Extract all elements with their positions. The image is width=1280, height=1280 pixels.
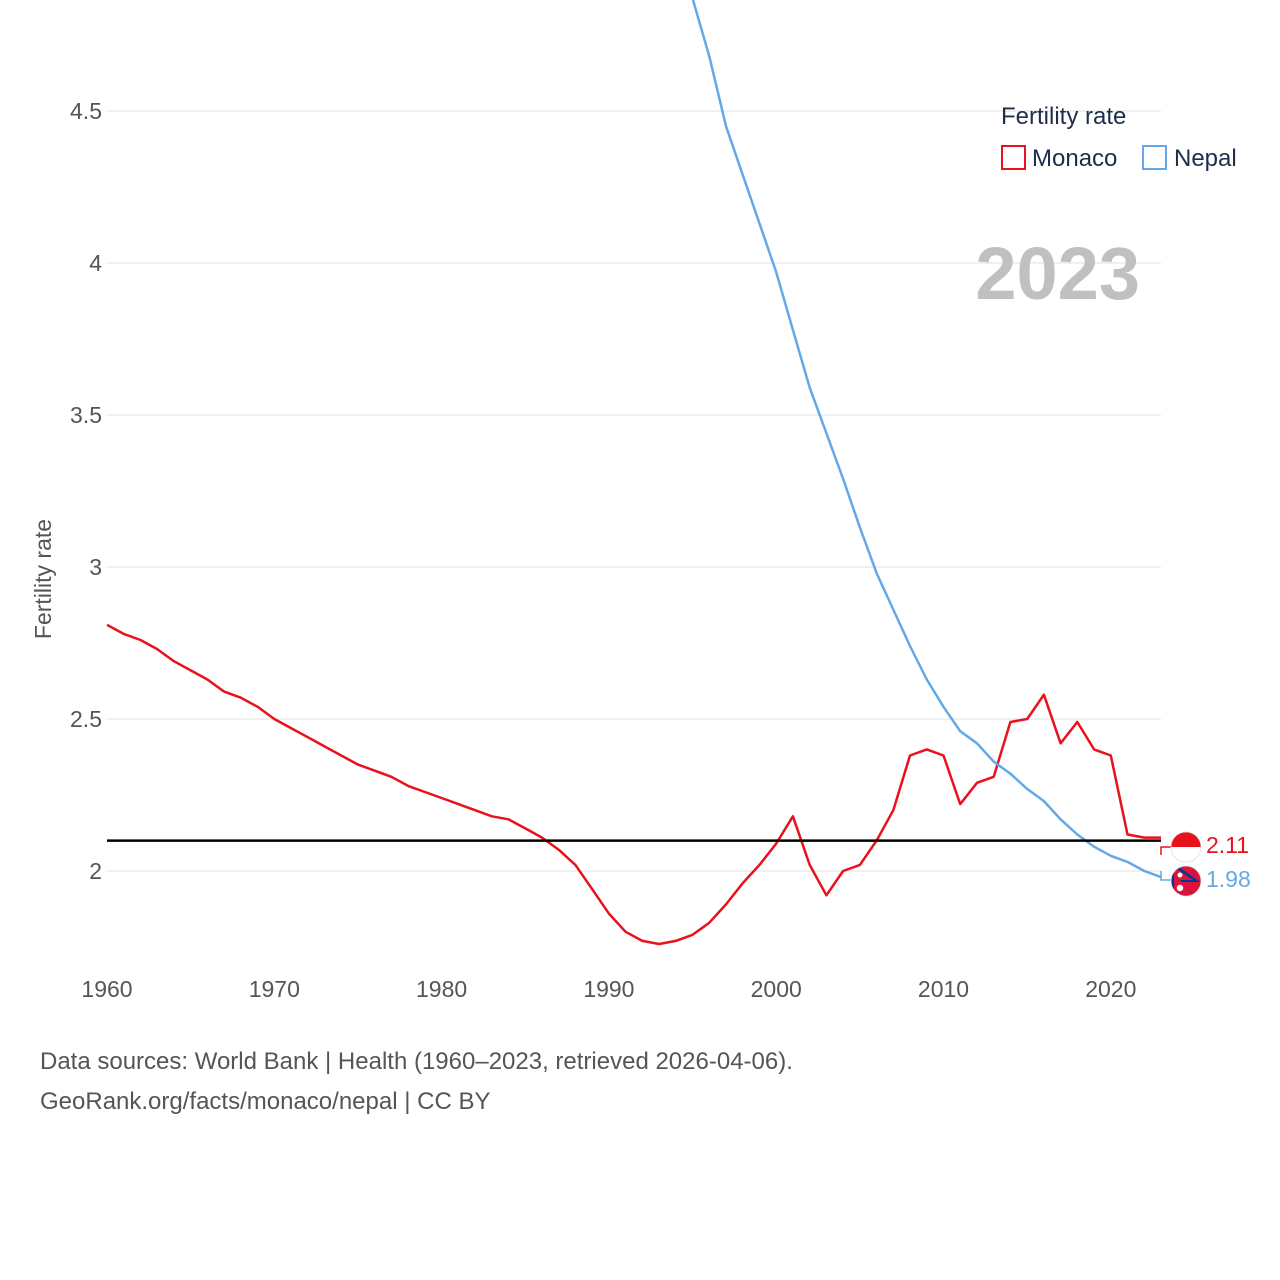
legend-label-monaco[interactable]: Monaco: [1032, 145, 1117, 172]
monaco-flag-icon: [1170, 831, 1202, 863]
y-tick-label: 3.5: [70, 402, 102, 428]
monaco-end-value: 2.11: [1206, 832, 1249, 858]
y-tick-label: 4.5: [70, 98, 102, 124]
legend: Fertility rate Monaco Nepal: [1001, 103, 1237, 172]
year-label: 2023: [975, 232, 1140, 315]
end-markers: 2.11 1.98: [1160, 831, 1251, 897]
nepal-end-value: 1.98: [1206, 866, 1251, 892]
source-attribution: Data sources: World Bank | Health (1960–…: [40, 1042, 793, 1122]
y-tick-label: 4: [89, 250, 102, 276]
x-tick-label: 2000: [751, 976, 802, 1002]
source-line-2[interactable]: GeoRank.org/facts/monaco/nepal | CC BY: [40, 1088, 491, 1115]
x-tick-label: 1990: [583, 976, 634, 1002]
legend-title: Fertility rate: [1001, 103, 1126, 130]
x-tick-label: 1980: [416, 976, 467, 1002]
series-lines: [106, 0, 1162, 946]
y-axis-title: Fertility rate: [30, 519, 56, 639]
legend-swatch-monaco: [1001, 145, 1026, 170]
y-tick-label: 2: [89, 858, 102, 884]
legend-swatch-nepal: [1142, 145, 1167, 170]
y-tick-label: 2.5: [70, 706, 102, 732]
source-line-1: Data sources: World Bank | Health (1960–…: [40, 1048, 793, 1075]
grid-lines: [107, 110, 1161, 872]
series-line-monaco[interactable]: [106, 623, 1161, 946]
y-axis-ticks: 22.533.544.555.56: [70, 98, 102, 884]
x-tick-label: 2020: [1085, 976, 1136, 1002]
x-axis-ticks: 1960 1970 1980 1990 2000 2010 2020: [81, 976, 1136, 1002]
x-tick-label: 2010: [918, 976, 969, 1002]
nepal-flag-icon: [1170, 865, 1202, 897]
legend-label-nepal[interactable]: Nepal: [1174, 145, 1237, 172]
x-tick-label: 1970: [249, 976, 300, 1002]
series-line-nepal[interactable]: [107, 0, 1162, 879]
monaco-leader-line: [1160, 846, 1172, 855]
x-tick-label: 1960: [81, 976, 132, 1002]
y-tick-label: 3: [89, 554, 102, 580]
nepal-leader-line: [1160, 871, 1172, 881]
